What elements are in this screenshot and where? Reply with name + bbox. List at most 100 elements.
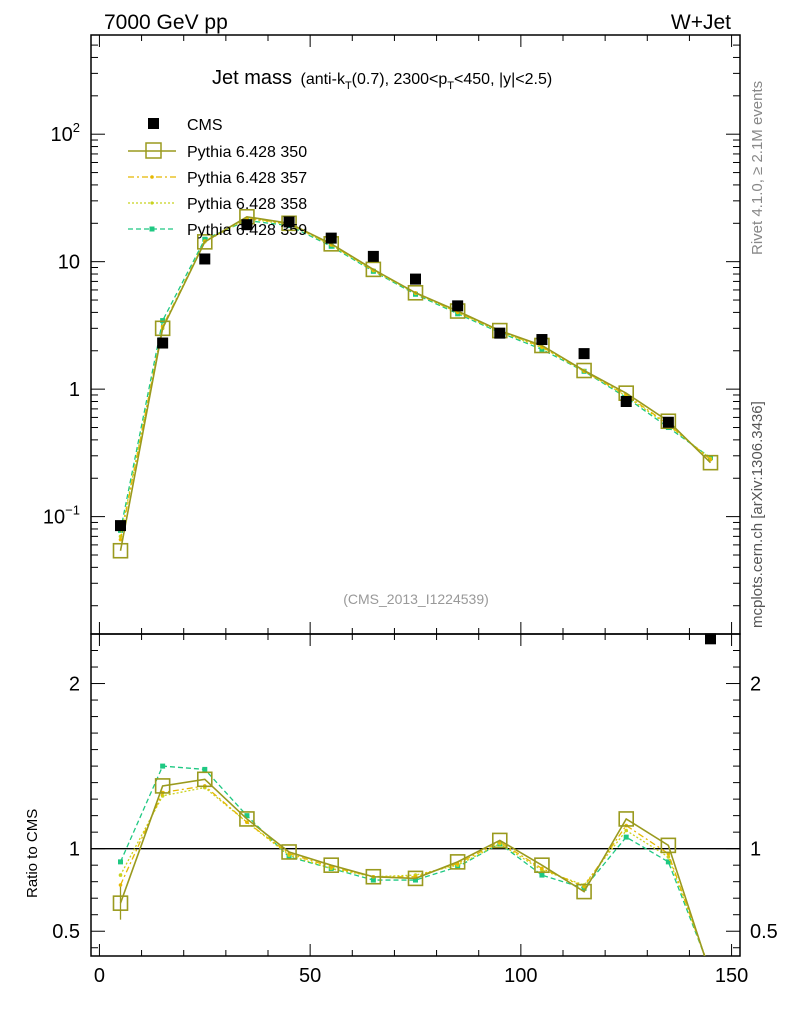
series-358-line [119, 217, 711, 537]
analysis-watermark: (CMS_2013_I1224539) [343, 591, 489, 607]
legend-marker-cms [148, 118, 159, 129]
cms-data-point [410, 273, 421, 285]
ratio-axis-ticks [91, 634, 740, 956]
cms-data-points [115, 216, 716, 645]
cms-data-point [705, 633, 716, 645]
chart-title: Jet mass (anti-kT(0.7), 2300<pT<450, |y|… [212, 67, 552, 92]
chart-title-sub2: T [447, 80, 454, 92]
series-359-ratio-point [539, 872, 545, 878]
series-350-ratio-point [449, 854, 466, 870]
ratio-tick-label-left: 0.5 [52, 921, 80, 943]
cms-data-point [199, 253, 211, 265]
series-357-ratio-point [245, 820, 249, 825]
ratio-series-group [112, 763, 713, 975]
y-tick-label: 10 [58, 252, 80, 274]
series-357-point [708, 457, 713, 462]
series-358-ratio-point [118, 873, 123, 877]
ratio-tick-label-right: 1 [750, 839, 761, 861]
cms-data-point [620, 395, 632, 407]
series-350-point [154, 320, 171, 337]
series-350-ratio-point [196, 771, 213, 788]
series-350-ratio-point [576, 883, 592, 900]
chart-title-pre: (anti-k [300, 71, 345, 88]
legend-marker-357 [150, 175, 154, 179]
series-359-ratio-point [665, 859, 671, 865]
series-350-point [702, 454, 719, 471]
legend-label-359: Pythia 6.428 359 [187, 222, 307, 239]
series-357-point [118, 537, 123, 542]
series-350-ratio-point [491, 832, 508, 849]
series-359-ratio-point [623, 834, 629, 840]
series-357-ratio-point [118, 883, 123, 887]
ratio-tick-label-left: 1 [69, 839, 80, 861]
x-tick-label: 150 [715, 965, 748, 987]
series-357-line [119, 217, 711, 540]
mcplots-label: mcplots.cern.ch [arXiv:1306.3436] [749, 401, 766, 628]
ratio-panel: 0.5 0.5 1 1 2 2 Ratio to CMS 0 50 100 150 [24, 633, 778, 987]
cms-data-point [157, 337, 169, 349]
y-tick-label-exponent: 2 [73, 120, 80, 135]
ratio-tick-label-left: 2 [69, 674, 80, 696]
legend-label-350: Pythia 6.428 350 [187, 144, 307, 161]
series-350-point [576, 362, 592, 379]
series-358-ratio-point [624, 828, 629, 833]
series-357-ratio-point [709, 971, 713, 975]
chart-title-sub1: T [345, 80, 352, 92]
series-359-ratio-line [119, 765, 706, 956]
ratio-y-axis-label: Ratio to CMS [24, 809, 41, 898]
cms-data-point [283, 216, 295, 228]
y-tick-label-base: 10 [43, 507, 65, 529]
cms-data-point [115, 520, 126, 532]
y-tick-label-base: 10 [51, 124, 73, 146]
x-tick-labels: 0 50 100 150 [94, 965, 748, 987]
y-tick-label: 1 [69, 379, 80, 401]
series-350-point [196, 234, 213, 250]
series-358-ratio-line [119, 786, 706, 956]
series-350-ratio-point [154, 778, 171, 794]
x-tick-label: 0 [94, 965, 105, 987]
legend-label-358: Pythia 6.428 358 [187, 196, 307, 213]
header-energy-label: 7000 GeV pp [104, 11, 228, 34]
series-350-ratio-point [323, 857, 340, 873]
series-359-line [119, 219, 711, 531]
y-tick-label: 10−1 [43, 503, 80, 529]
series-350-point [660, 413, 677, 430]
series-350-ratio-point [660, 837, 677, 854]
series-350-point [281, 215, 297, 232]
legend-label-357: Pythia 6.428 357 [187, 170, 307, 187]
series-350-point [407, 284, 424, 301]
series-359-point [202, 236, 208, 242]
header-process-label: W+Jet [671, 11, 731, 34]
series-350-ratio-point [407, 870, 424, 887]
series-357-ratio-point [540, 866, 544, 871]
y-tick-label-base: 1 [69, 379, 80, 401]
series-357-ratio-point [582, 884, 586, 889]
series-359-point [539, 346, 545, 352]
cms-data-point [662, 416, 674, 428]
y-tick-label-exponent: −1 [65, 503, 80, 518]
x-tick-label: 100 [504, 965, 537, 987]
series-359-ratio-point [202, 766, 208, 772]
series-350-point [365, 261, 382, 278]
legend-label-cms: CMS [187, 117, 223, 134]
cms-data-point [494, 327, 506, 339]
cms-data-point [578, 348, 590, 360]
series-350-ratio-point [534, 857, 550, 873]
series-359-ratio-point [708, 968, 713, 973]
chart-title-post: <450, |y|<2.5) [454, 71, 552, 88]
series-359-ratio-point [160, 763, 166, 769]
series-350-ratio-point [239, 811, 255, 827]
cms-data-point [452, 300, 464, 312]
series-359-ratio-point [118, 859, 123, 865]
series-350-point [112, 542, 129, 559]
series-350-ratio-point [618, 811, 635, 827]
y-tick-label: 102 [51, 120, 80, 146]
cms-data-point [367, 250, 379, 262]
ratio-tick-label-right: 2 [750, 674, 761, 696]
chart-title-main: Jet mass [212, 67, 292, 89]
series-350-line [119, 215, 712, 551]
chart-title-mid: (0.7), 2300<p [352, 71, 448, 88]
cms-data-point [325, 232, 337, 244]
y-tick-label-base: 10 [58, 252, 80, 274]
